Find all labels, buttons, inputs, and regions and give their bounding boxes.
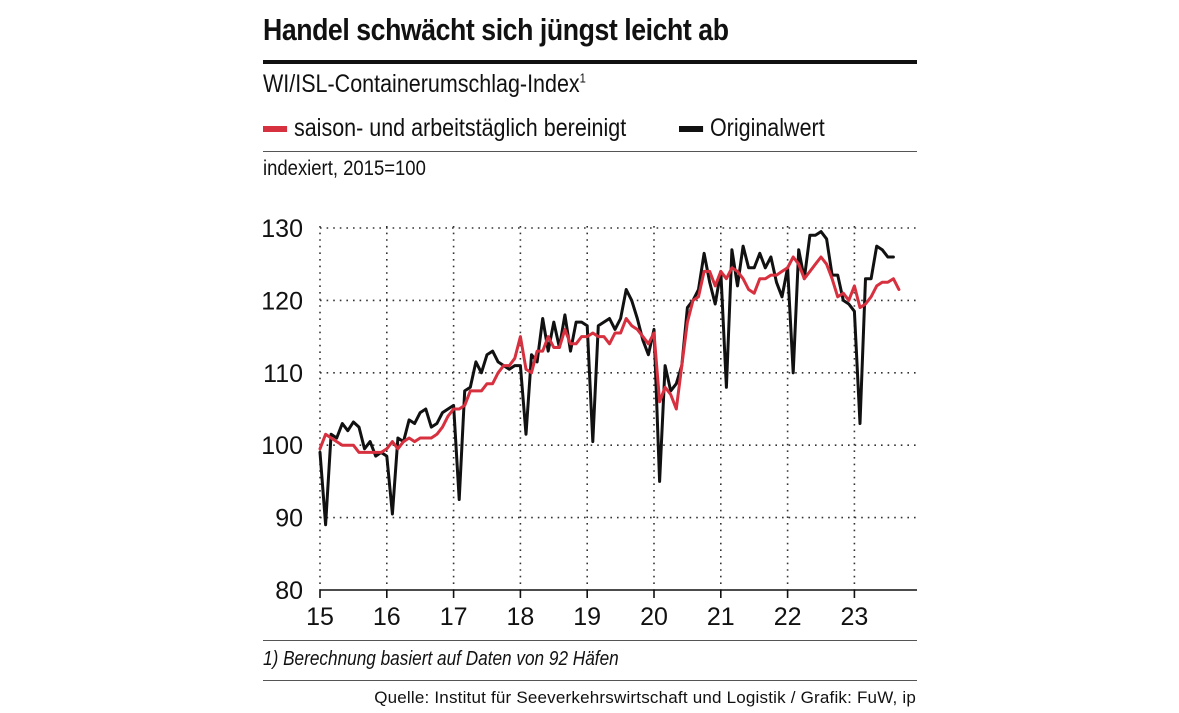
x-tick-label-21: 21 — [707, 603, 735, 631]
legend-label-adjusted: saison- und arbeitstäglich bereinigt — [293, 114, 627, 142]
x-tick-label-22: 22 — [774, 603, 802, 631]
legend-label-original: Originalwert — [709, 114, 825, 142]
series-line-adjusted — [318, 255, 901, 454]
legend-item-adjusted: saison- und arbeitstäglich bereinigt — [263, 114, 626, 143]
x-tick-label-23: 23 — [840, 603, 868, 631]
x-tick-label-15: 15 — [306, 603, 334, 631]
legend-swatch-original — [679, 125, 704, 132]
y-tick-label-120: 120 — [263, 287, 303, 315]
unit-label: indexiert, 2015=100 — [263, 157, 426, 180]
x-tick-label-20: 20 — [640, 603, 668, 631]
grid — [319, 226, 917, 598]
footnote-rule-top — [263, 640, 917, 641]
x-tick-label-18: 18 — [506, 603, 534, 631]
legend-item-original: Originalwert — [679, 114, 825, 143]
y-tick-label-90: 90 — [275, 505, 303, 533]
y-tick-label-110: 110 — [263, 360, 303, 388]
footnote-rule-bottom — [263, 680, 917, 681]
source-credit: Quelle: Institut für Seeverkehrswirtscha… — [374, 688, 916, 707]
title-rule — [263, 60, 917, 64]
footnote-mark: 1 — [579, 70, 586, 86]
chart-title: Handel schwächt sich jüngst leicht ab — [263, 12, 729, 47]
legend-rule — [263, 151, 917, 152]
footnote: 1) Berechnung basiert auf Daten von 92 H… — [263, 648, 619, 670]
chart-subtitle: WI/ISL-Containerumschlag-Index1 — [263, 70, 586, 99]
subtitle-text: WI/ISL-Containerumschlag-Index — [263, 70, 580, 98]
series — [318, 230, 901, 527]
x-tick-label-19: 19 — [573, 603, 601, 631]
x-tick-label-17: 17 — [440, 603, 468, 631]
y-tick-label-100: 100 — [263, 432, 303, 460]
series-line-original — [318, 230, 895, 527]
y-tick-label-80: 80 — [275, 577, 303, 605]
y-tick-label-130: 130 — [263, 215, 303, 243]
legend-swatch-adjusted — [263, 125, 288, 132]
x-tick-label-16: 16 — [373, 603, 401, 631]
